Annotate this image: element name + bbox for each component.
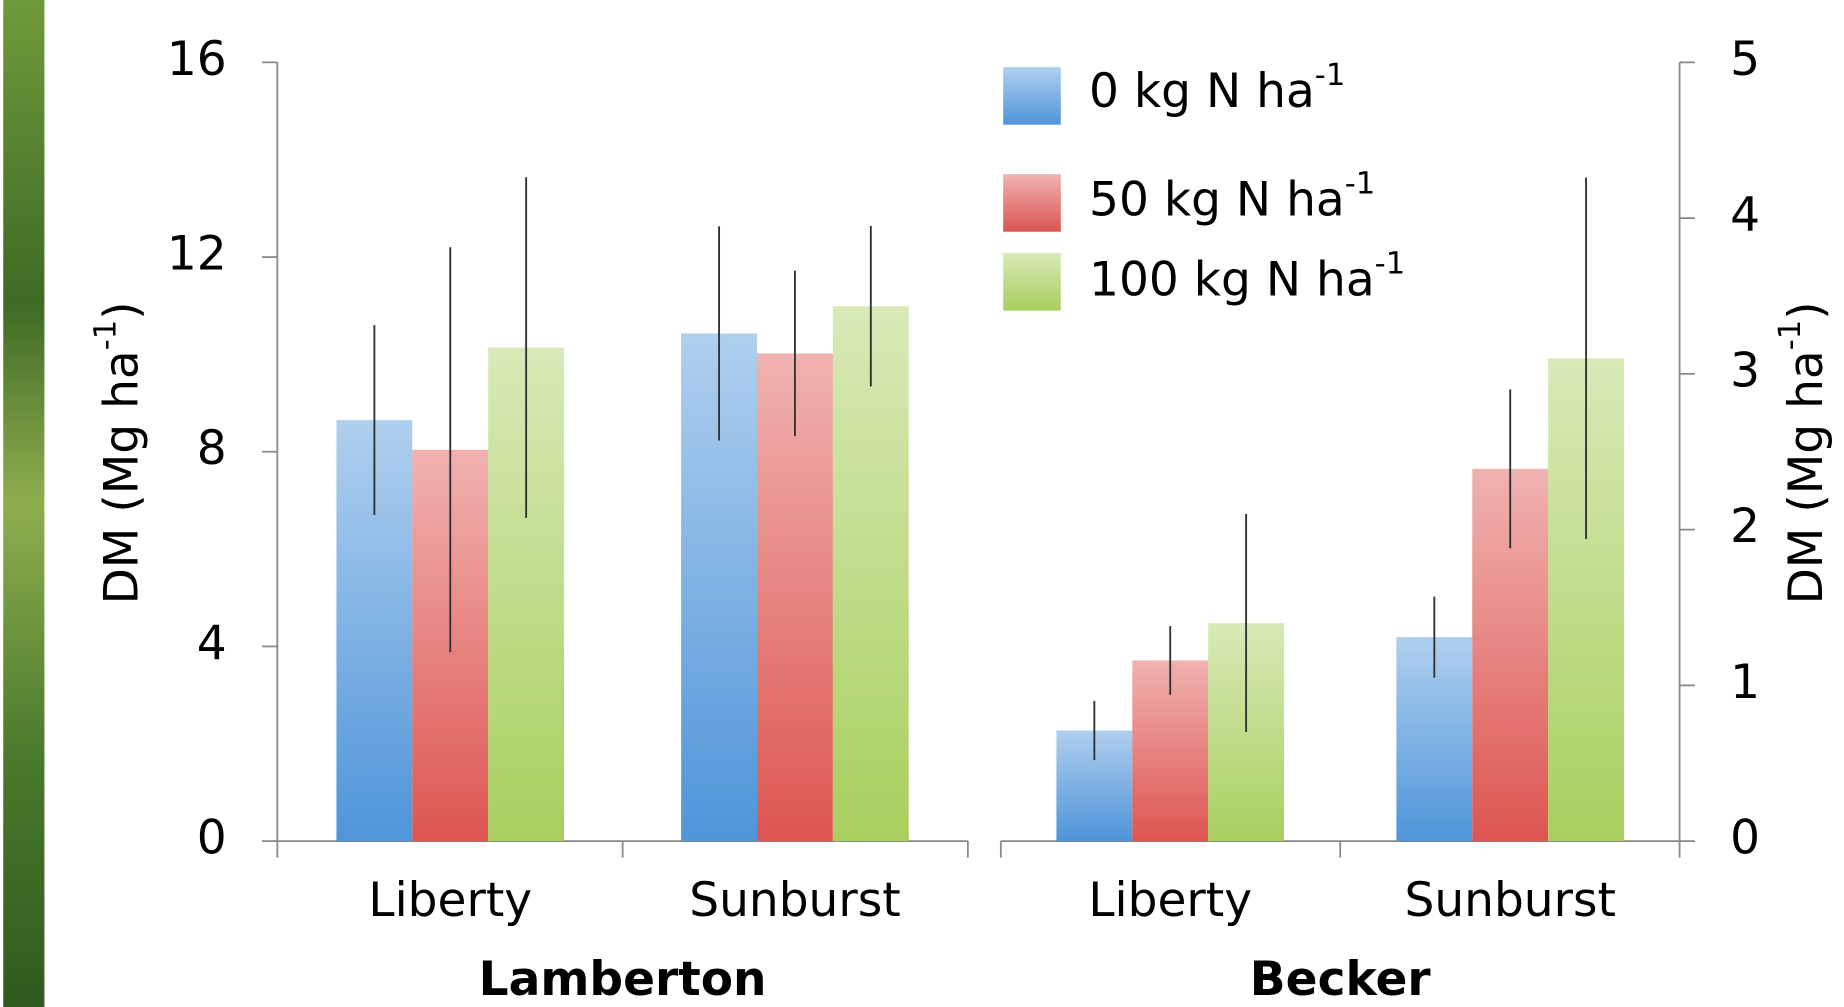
y-axis-label-text: DM (Mg ha [94,350,149,604]
y-tick-label: 8 [197,421,227,476]
y-axis-label-sup: -1 [1773,320,1808,351]
y-tick-label: 3 [1730,343,1760,398]
y-tick-label: 4 [197,616,227,671]
y-tick-label: 2 [1730,499,1760,554]
page: {"chart_data": [ {"type": "bar", "title"… [0,0,1844,1007]
legend-label: 100 kg N ha-1 [1089,246,1405,307]
y-axis-label-sup: -1 [88,320,123,351]
y-axis-label: DM (Mg ha-1) [1773,301,1834,604]
legend-label-sup: -1 [1315,58,1346,93]
legend-swatch [1003,253,1061,311]
x-tick-label: Sunburst [1404,873,1615,928]
legend-label-text: 100 kg N ha [1089,252,1375,307]
legend-swatch [1003,67,1061,125]
y-tick-label: 0 [197,811,227,866]
y-tick-label: 16 [167,32,227,87]
legend-label-text: 0 kg N ha [1089,64,1315,119]
y-axis-label-text: DM (Mg ha [1779,350,1834,604]
chart: 0481216DM (Mg ha-1)LibertySunburstLamber… [0,0,1844,1007]
y-axis-label: DM (Mg ha-1) [88,301,149,604]
background-photo-strip [3,0,44,1007]
x-tick-label: Liberty [1088,873,1252,928]
legend-label: 50 kg N ha-1 [1089,166,1375,226]
legend-swatch [1003,174,1061,232]
y-axis-label-end: ) [1779,301,1834,319]
y-tick-label: 4 [1730,188,1760,243]
panel-title: Lamberton [479,952,767,1007]
legend-label-sup: -1 [1345,166,1376,201]
legend-label-sup: -1 [1375,246,1406,281]
x-tick-label: Liberty [368,873,532,928]
legend-label: 0 kg N ha-1 [1089,58,1345,119]
panel-title: Becker [1250,952,1432,1007]
x-tick-label: Sunburst [689,873,900,928]
y-tick-label: 1 [1730,655,1760,710]
legend-label-text: 50 kg N ha [1089,172,1345,227]
y-tick-label: 12 [167,227,227,282]
y-tick-label: 0 [1730,811,1760,866]
y-axis-label-end: ) [94,301,149,319]
y-tick-label: 5 [1730,32,1760,87]
